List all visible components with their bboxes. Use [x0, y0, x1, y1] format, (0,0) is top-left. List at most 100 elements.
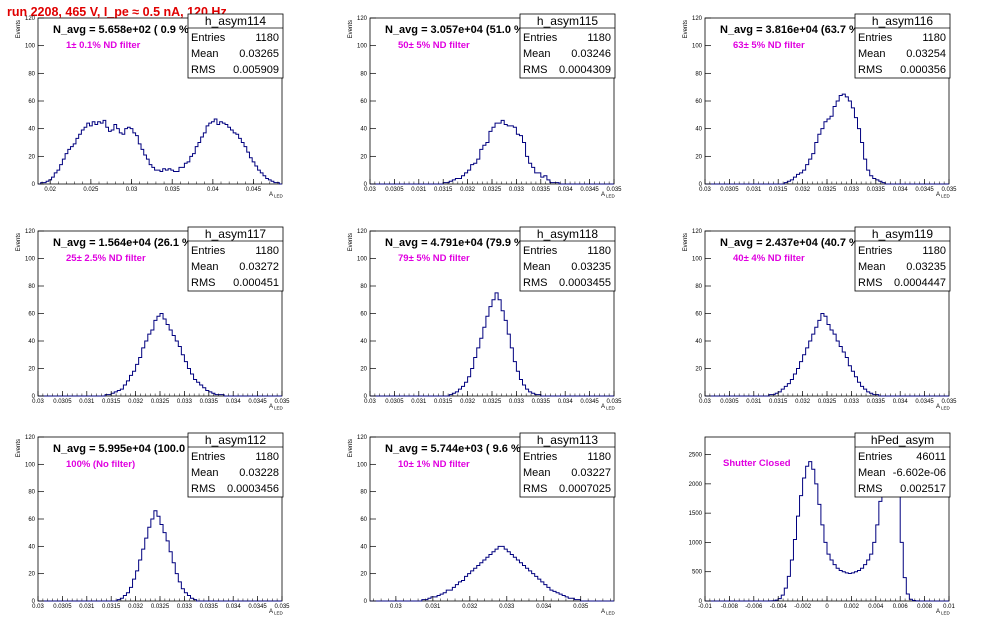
stats-value-entries: 1180	[255, 451, 279, 463]
stats-key-rms: RMS	[523, 64, 547, 76]
y-tick-label: 20	[695, 154, 702, 160]
y-tick-label: 2500	[689, 453, 703, 459]
stats-value-rms: 0.005909	[233, 64, 279, 76]
y-tick-label: 500	[692, 570, 703, 576]
x-tick-label: 0.0305	[53, 399, 72, 405]
y-tick-label: 20	[360, 367, 367, 373]
stats-key-rms: RMS	[858, 277, 882, 289]
histogram-line	[38, 118, 282, 185]
x-tick-label: 0.006	[893, 604, 909, 610]
stats-value-mean: -6.602e-06	[893, 467, 946, 479]
x-tick-label: 0.0335	[200, 399, 219, 405]
x-tick-label: 0.034	[226, 604, 242, 610]
y-axis-title: Events	[348, 439, 354, 457]
y-tick-label: 0	[699, 182, 703, 188]
filter-label: Shutter Closed	[723, 458, 791, 469]
x-tick-label: 0.0305	[385, 399, 404, 405]
stats-key-rms: RMS	[191, 483, 215, 495]
x-tick-label: 0.03	[390, 604, 402, 610]
x-axis-title-subscript: LED	[941, 406, 951, 411]
stats-value-mean: 0.03228	[239, 467, 279, 479]
x-tick-label: 0.0345	[915, 399, 934, 405]
y-tick-label: 120	[357, 229, 368, 235]
x-tick-label: 0.002	[844, 604, 860, 610]
x-tick-label: 0.035	[274, 399, 290, 405]
x-tick-label: -0.002	[794, 604, 812, 610]
x-tick-label: 0.031	[411, 399, 427, 405]
stats-key-entries: Entries	[858, 32, 893, 44]
stats-key-mean: Mean	[191, 48, 219, 60]
x-tick-label: 0.0335	[867, 399, 886, 405]
stats-value-entries: 1180	[922, 245, 946, 257]
stats-box-frame	[187, 13, 284, 79]
x-tick-label: 0.033	[177, 399, 193, 405]
stats-value-rms: 0.0003455	[559, 277, 611, 289]
stats-value-entries: 1180	[587, 245, 611, 257]
x-tick-label: 0.0325	[818, 399, 837, 405]
x-tick-label: 0.0315	[434, 187, 453, 193]
y-axis-title: Events	[348, 20, 354, 38]
stats-value-mean: 0.03265	[239, 48, 279, 60]
x-tick-label: 0.032	[795, 187, 811, 193]
stats-key-entries: Entries	[523, 32, 558, 44]
x-tick-label: 0.031	[746, 399, 762, 405]
y-tick-label: 60	[28, 99, 35, 105]
stats-box: h_asym117 Entries 1180 Mean 0.03272 RMS 0.0004…	[187, 226, 284, 292]
y-tick-label: 100	[692, 44, 703, 50]
x-tick-label: 0.03	[364, 187, 376, 193]
x-tick-label: 0	[825, 604, 829, 610]
y-tick-label: 20	[28, 154, 35, 160]
y-tick-label: 40	[695, 339, 702, 345]
x-tick-label: 0.031	[425, 604, 441, 610]
y-tick-label: 60	[360, 517, 367, 523]
x-tick-label: 0.033	[844, 187, 860, 193]
x-tick-label: 0.034	[226, 399, 242, 405]
histogram-name: h_asym117	[205, 227, 266, 241]
stats-key-rms: RMS	[191, 64, 215, 76]
x-tick-label: 0.031	[79, 604, 95, 610]
y-tick-label: 40	[28, 127, 35, 133]
x-tick-label: 0.0335	[532, 187, 551, 193]
y-tick-label: 20	[360, 572, 367, 578]
n-avg-label: N_avg = 5.744e+03 ( 9.6 %)	[385, 443, 525, 455]
x-axis-title-subscript: LED	[941, 194, 951, 199]
x-tick-label: 0.0335	[532, 399, 551, 405]
x-tick-label: 0.01	[943, 604, 955, 610]
filter-label: 50± 5% ND filter	[398, 40, 470, 51]
x-tick-label: 0.032	[462, 604, 478, 610]
stats-value-entries: 1180	[587, 32, 611, 44]
histogram-line	[38, 510, 282, 602]
y-tick-label: 20	[360, 154, 367, 160]
stats-box: hPed_asym Entries 46011 Mean -6.602e-06 RMS 0.…	[854, 432, 951, 498]
y-tick-label: 40	[360, 544, 367, 550]
x-axis-title: A	[601, 192, 605, 198]
stats-key-rms: RMS	[523, 483, 547, 495]
y-axis-title: Events	[348, 233, 354, 251]
x-axis-title-subscript: LED	[606, 194, 616, 199]
histogram-name: h_asym115	[537, 14, 598, 28]
y-tick-label: 80	[695, 71, 702, 77]
y-tick-label: 80	[360, 71, 367, 77]
stats-value-rms: 0.0007025	[559, 483, 611, 495]
y-tick-label: 2000	[689, 482, 703, 488]
stats-value-mean: 0.03272	[239, 261, 279, 273]
stats-value-entries: 1180	[255, 245, 279, 257]
x-axis-title-subscript: LED	[606, 406, 616, 411]
x-tick-label: 0.035	[274, 604, 290, 610]
stats-box-frame	[519, 226, 616, 292]
histogram-panel-h_asym119: 0.03 0.0305 0.031 0.0315 0.032 0.0325 0.033 0.0…	[683, 226, 957, 411]
y-tick-label: 100	[357, 462, 368, 468]
x-tick-label: -0.004	[770, 604, 788, 610]
y-tick-label: 40	[360, 339, 367, 345]
x-axis-title: A	[601, 404, 605, 410]
stats-value-mean: 0.03227	[571, 467, 611, 479]
y-tick-label: 1500	[689, 511, 703, 517]
y-tick-label: 60	[28, 312, 35, 318]
stats-box-frame	[519, 432, 616, 498]
n-avg-label: N_avg = 3.057e+04 (51.0 %)	[385, 24, 528, 36]
stats-key-mean: Mean	[191, 261, 219, 273]
filter-label: 1± 0.1% ND filter	[66, 40, 141, 51]
x-tick-label: 0.0305	[53, 604, 72, 610]
stats-key-entries: Entries	[858, 245, 893, 257]
